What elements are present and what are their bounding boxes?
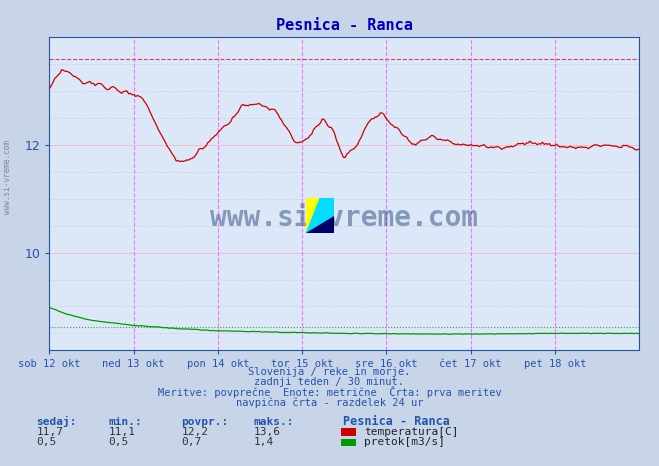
- Text: 0,5: 0,5: [109, 438, 129, 447]
- Polygon shape: [306, 215, 334, 233]
- Text: 0,7: 0,7: [181, 438, 202, 447]
- Polygon shape: [306, 198, 334, 233]
- Text: 11,7: 11,7: [36, 427, 63, 437]
- Text: 12,2: 12,2: [181, 427, 208, 437]
- Text: Slovenija / reke in morje.: Slovenija / reke in morje.: [248, 367, 411, 377]
- Text: pretok[m3/s]: pretok[m3/s]: [364, 438, 445, 447]
- Polygon shape: [306, 198, 320, 233]
- Text: povpr.:: povpr.:: [181, 417, 229, 427]
- Text: navpična črta - razdelek 24 ur: navpična črta - razdelek 24 ur: [236, 397, 423, 408]
- Title: Pesnica - Ranca: Pesnica - Ranca: [276, 18, 413, 34]
- Text: sedaj:: sedaj:: [36, 416, 76, 427]
- Text: temperatura[C]: temperatura[C]: [364, 427, 458, 437]
- Text: zadnji teden / 30 minut.: zadnji teden / 30 minut.: [254, 377, 405, 387]
- Text: maks.:: maks.:: [254, 417, 294, 427]
- Text: Meritve: povprečne  Enote: metrične  Črta: prva meritev: Meritve: povprečne Enote: metrične Črta:…: [158, 386, 501, 397]
- Text: www.si-vreme.com: www.si-vreme.com: [3, 140, 13, 214]
- Text: 13,6: 13,6: [254, 427, 281, 437]
- Text: 0,5: 0,5: [36, 438, 57, 447]
- Text: min.:: min.:: [109, 417, 142, 427]
- Text: www.si-vreme.com: www.si-vreme.com: [210, 205, 478, 233]
- Text: Pesnica - Ranca: Pesnica - Ranca: [343, 415, 449, 428]
- Text: 11,1: 11,1: [109, 427, 136, 437]
- Text: 1,4: 1,4: [254, 438, 274, 447]
